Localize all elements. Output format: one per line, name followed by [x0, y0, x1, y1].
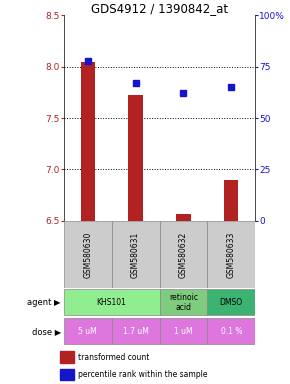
- Title: GDS4912 / 1390842_at: GDS4912 / 1390842_at: [91, 2, 228, 15]
- Bar: [60, 351, 74, 363]
- Text: percentile rank within the sample: percentile rank within the sample: [78, 370, 208, 379]
- Text: GSM580632: GSM580632: [179, 231, 188, 278]
- Bar: [160, 221, 207, 288]
- Bar: [60, 369, 74, 380]
- Text: 5 uM: 5 uM: [78, 327, 97, 336]
- Bar: [224, 180, 238, 221]
- Bar: [128, 96, 143, 221]
- Bar: [207, 290, 255, 315]
- Text: GSM580631: GSM580631: [131, 231, 140, 278]
- Text: 1.7 uM: 1.7 uM: [123, 327, 148, 336]
- Text: 1 uM: 1 uM: [174, 327, 193, 336]
- Text: transformed count: transformed count: [78, 353, 150, 362]
- Bar: [160, 318, 207, 344]
- Text: GSM580633: GSM580633: [227, 231, 236, 278]
- Text: dose ▶: dose ▶: [32, 327, 61, 336]
- Bar: [64, 290, 160, 315]
- Bar: [207, 318, 255, 344]
- Bar: [64, 221, 112, 288]
- Text: 0.1 %: 0.1 %: [220, 327, 242, 336]
- Bar: [176, 214, 191, 221]
- Bar: [160, 290, 207, 315]
- Bar: [112, 318, 160, 344]
- Bar: [207, 221, 255, 288]
- Text: DMSO: DMSO: [220, 298, 243, 307]
- Bar: [81, 61, 95, 221]
- Text: GSM580630: GSM580630: [83, 231, 92, 278]
- Bar: [64, 318, 112, 344]
- Text: agent ▶: agent ▶: [27, 298, 61, 307]
- Bar: [112, 221, 160, 288]
- Text: retinoic
acid: retinoic acid: [169, 293, 198, 312]
- Text: KHS101: KHS101: [97, 298, 127, 307]
